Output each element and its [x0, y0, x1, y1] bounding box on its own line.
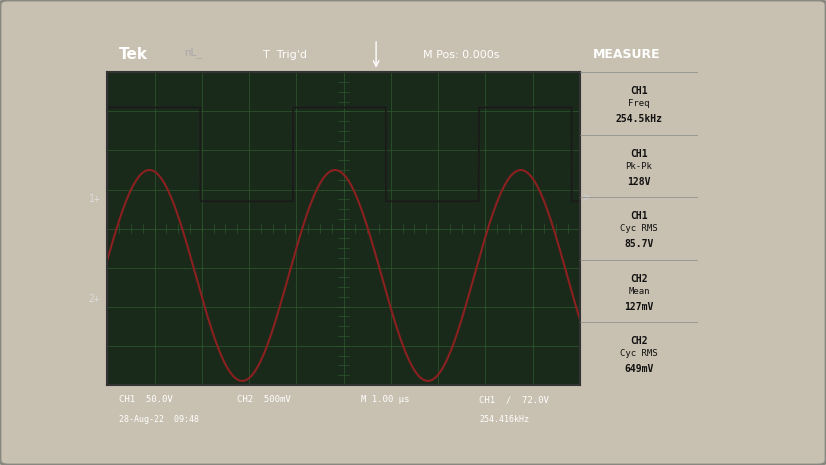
Text: CH2: CH2 [630, 336, 648, 346]
Text: MEASURE: MEASURE [593, 48, 661, 61]
Text: 649mV: 649mV [624, 364, 653, 374]
Text: CH1: CH1 [630, 211, 648, 221]
Text: CH2: CH2 [630, 273, 648, 284]
Text: 2+: 2+ [88, 294, 100, 304]
Text: Freq: Freq [628, 99, 650, 108]
Text: CH2  500mV: CH2 500mV [237, 395, 291, 405]
Text: CH1: CH1 [630, 86, 648, 96]
Text: 128V: 128V [627, 177, 651, 187]
Text: Pk-Pk: Pk-Pk [625, 162, 653, 171]
Text: CH1  50.0V: CH1 50.0V [119, 395, 173, 405]
Text: 85.7V: 85.7V [624, 239, 653, 249]
Text: T  Trig'd: T Trig'd [263, 50, 306, 60]
Text: ᴨL_: ᴨL_ [184, 47, 202, 59]
Text: Cyc RMS: Cyc RMS [620, 349, 657, 358]
Text: 254.416kHz: 254.416kHz [479, 415, 529, 424]
Text: CH1: CH1 [630, 149, 648, 159]
Text: Mean: Mean [628, 286, 650, 296]
Text: M 1.00 μs: M 1.00 μs [361, 395, 410, 405]
Text: 127mV: 127mV [624, 302, 653, 312]
Text: 28-Aug-22  09:48: 28-Aug-22 09:48 [119, 415, 199, 424]
Text: Cyc RMS: Cyc RMS [620, 224, 657, 233]
Text: Tek: Tek [119, 47, 148, 62]
Text: 254.5kHz: 254.5kHz [615, 114, 662, 124]
Text: 1+: 1+ [88, 194, 100, 204]
Text: M Pos: 0.000s: M Pos: 0.000s [424, 50, 500, 60]
Text: CH1  ∕  72.0V: CH1 ∕ 72.0V [479, 395, 549, 405]
